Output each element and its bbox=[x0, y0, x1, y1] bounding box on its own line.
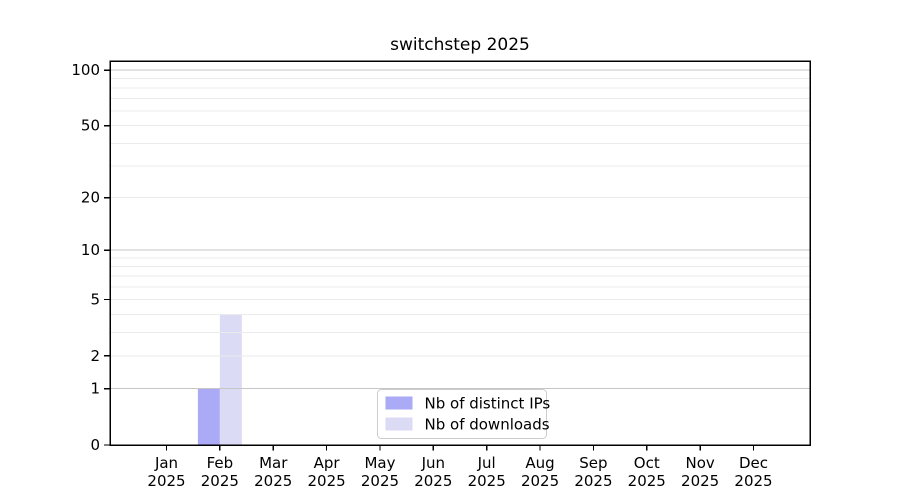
x-tick-label-feb-2025: Feb 2025 bbox=[201, 454, 239, 490]
x-tick-label-mar-2025: Mar 2025 bbox=[254, 454, 292, 490]
x-tick-label-may-2025: May 2025 bbox=[361, 454, 399, 490]
legend-label-1: Nb of distinct IPs bbox=[425, 395, 551, 413]
y-tick-label-0: 0 bbox=[90, 436, 100, 454]
legend-label-2: Nb of downloads bbox=[425, 416, 550, 434]
legend-swatch-1 bbox=[385, 396, 413, 410]
chart-title: switchstep 2025 bbox=[390, 35, 530, 55]
x-tick-label-nov-2025: Nov 2025 bbox=[681, 454, 719, 490]
x-tick-label-dec-2025: Dec 2025 bbox=[734, 454, 772, 490]
x-tick-label-apr-2025: Apr 2025 bbox=[307, 454, 345, 490]
x-tick-label-oct-2025: Oct 2025 bbox=[628, 454, 666, 490]
x-tick-label-jun-2025: Jun 2025 bbox=[414, 454, 452, 490]
bar-nb-of-distinct-ips-feb-2025 bbox=[197, 388, 220, 445]
y-tick-label-10: 10 bbox=[81, 241, 100, 259]
y-tick-label-100: 100 bbox=[71, 61, 100, 79]
x-tick-label-aug-2025: Aug 2025 bbox=[521, 454, 559, 490]
y-tick-label-5: 5 bbox=[90, 290, 100, 308]
y-tick-label-2: 2 bbox=[90, 347, 100, 365]
x-tick-label-jan-2025: Jan 2025 bbox=[147, 454, 185, 490]
bar-nb-of-downloads-feb-2025 bbox=[219, 314, 242, 445]
y-tick-label-1: 1 bbox=[90, 380, 100, 398]
plot-border bbox=[109, 60, 811, 446]
x-tick-label-sep-2025: Sep 2025 bbox=[574, 454, 612, 490]
y-tick-label-50: 50 bbox=[81, 117, 100, 135]
legend-box bbox=[377, 389, 547, 439]
x-tick-label-jul-2025: Jul 2025 bbox=[468, 454, 506, 490]
y-tick-label-20: 20 bbox=[81, 189, 100, 207]
legend-swatch-2 bbox=[385, 417, 413, 431]
